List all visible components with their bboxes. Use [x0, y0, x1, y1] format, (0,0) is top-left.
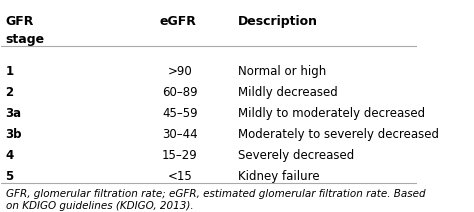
- Text: Normal or high: Normal or high: [238, 65, 326, 78]
- Text: 5: 5: [6, 170, 14, 183]
- Text: 30–44: 30–44: [162, 128, 198, 141]
- Text: Moderately to severely decreased: Moderately to severely decreased: [238, 128, 439, 141]
- Text: GFR: GFR: [6, 15, 34, 28]
- Text: on KDIGO guidelines (KDIGO, 2013).: on KDIGO guidelines (KDIGO, 2013).: [6, 201, 193, 211]
- Text: 15–29: 15–29: [162, 149, 198, 162]
- Text: 2: 2: [6, 86, 14, 99]
- Text: 3a: 3a: [6, 107, 22, 120]
- Text: <15: <15: [168, 170, 192, 183]
- Text: GFR, glomerular filtration rate; eGFR, estimated glomerular filtration rate. Bas: GFR, glomerular filtration rate; eGFR, e…: [6, 189, 425, 199]
- Text: 1: 1: [6, 65, 14, 78]
- Text: Description: Description: [238, 15, 318, 28]
- Text: Mildly decreased: Mildly decreased: [238, 86, 338, 99]
- Text: >90: >90: [168, 65, 192, 78]
- Text: Severely decreased: Severely decreased: [238, 149, 355, 162]
- Text: 3b: 3b: [6, 128, 22, 141]
- Text: 60–89: 60–89: [162, 86, 198, 99]
- Text: Mildly to moderately decreased: Mildly to moderately decreased: [238, 107, 425, 120]
- Text: eGFR: eGFR: [159, 15, 196, 28]
- Text: stage: stage: [6, 33, 45, 46]
- Text: Kidney failure: Kidney failure: [238, 170, 320, 183]
- Text: 45–59: 45–59: [162, 107, 198, 120]
- Text: 4: 4: [6, 149, 14, 162]
